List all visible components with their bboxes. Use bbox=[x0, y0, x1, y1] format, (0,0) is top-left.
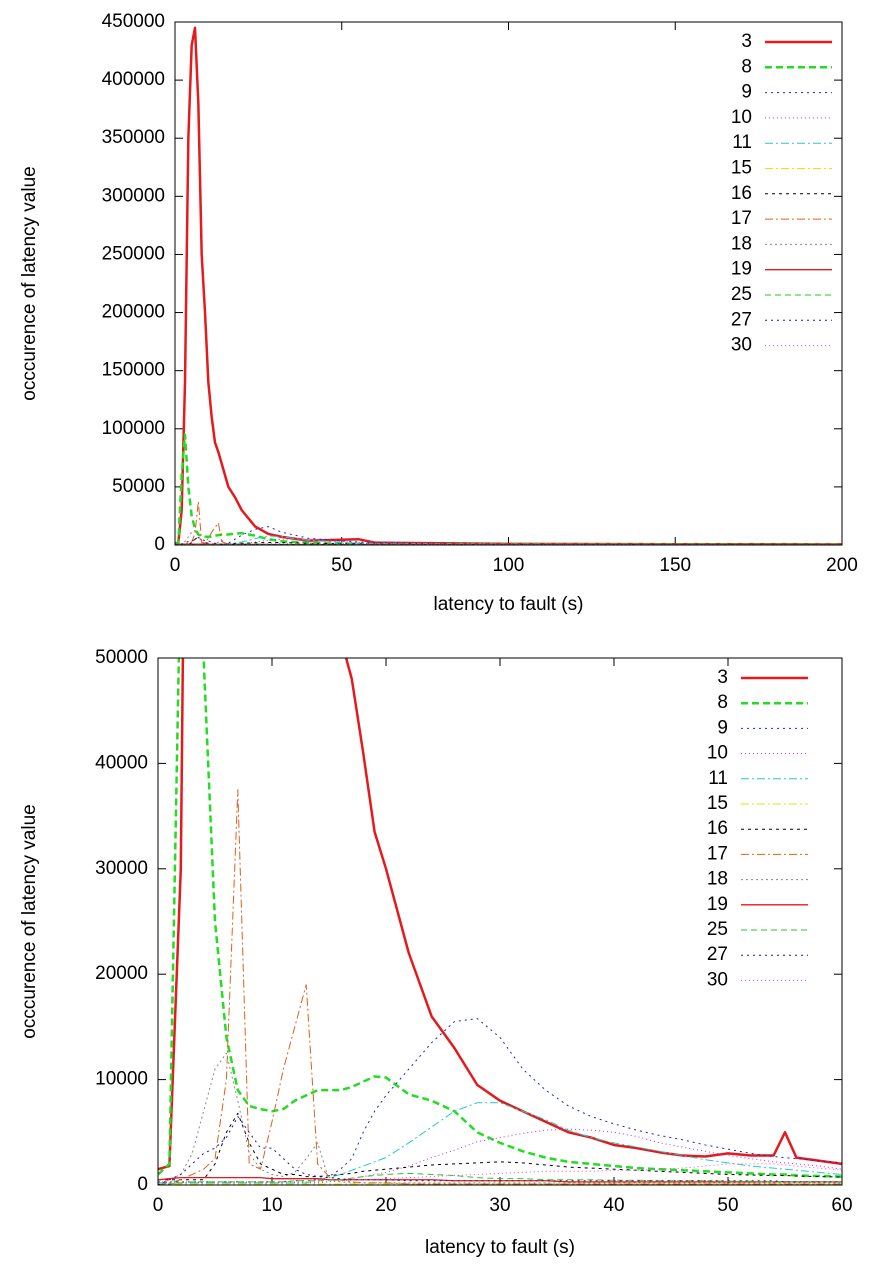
series-line bbox=[175, 26, 842, 545]
legend-label: 17 bbox=[707, 843, 728, 864]
series-line bbox=[158, 1172, 842, 1185]
legend-label: 19 bbox=[731, 259, 752, 280]
legend-label: 9 bbox=[741, 82, 752, 103]
legend-label: 16 bbox=[707, 818, 728, 839]
x-tick-label: 150 bbox=[659, 555, 691, 576]
series-line bbox=[175, 433, 842, 545]
legend-label: 10 bbox=[707, 743, 728, 764]
legend-label: 3 bbox=[717, 667, 728, 688]
x-tick-label: 0 bbox=[153, 1195, 164, 1216]
legend-label: 10 bbox=[731, 107, 752, 128]
legend-label: 9 bbox=[717, 717, 728, 738]
y-tick-label: 40000 bbox=[95, 752, 148, 773]
legend-label: 15 bbox=[731, 158, 752, 179]
y-tick-label: 250000 bbox=[102, 243, 165, 264]
series-line bbox=[175, 538, 842, 545]
chart: 0500001000001500002000002500003000003500… bbox=[19, 11, 858, 615]
legend-label: 11 bbox=[708, 768, 728, 789]
y-tick-label: 0 bbox=[154, 534, 165, 555]
y-tick-label: 50000 bbox=[95, 647, 148, 668]
y-tick-label: 300000 bbox=[102, 185, 165, 206]
series-line bbox=[158, 1112, 842, 1181]
plot-lines bbox=[158, 658, 842, 1185]
y-tick-label: 200000 bbox=[102, 302, 165, 323]
series-line bbox=[158, 1128, 842, 1184]
legend-label: 8 bbox=[741, 56, 752, 77]
plot-frame bbox=[157, 657, 843, 1186]
x-tick-label: 30 bbox=[489, 1195, 510, 1216]
chart: 0 10000 20000 30000 40000 50000 0 10 20 30 40 50 60 l… bbox=[19, 647, 853, 1258]
x-tick-label: 40 bbox=[603, 1195, 624, 1216]
x-tick-label: 50 bbox=[717, 1195, 738, 1216]
plot-frame bbox=[174, 21, 843, 546]
series-line bbox=[158, 1102, 842, 1184]
y-axis-label: occcurence of latency value bbox=[19, 804, 40, 1038]
series-line bbox=[158, 1052, 842, 1185]
y-tick-label: 150000 bbox=[102, 360, 165, 381]
legend-label: 3 bbox=[741, 31, 752, 52]
x-axis-label: latency to fault (s) bbox=[425, 1237, 575, 1258]
legend-label: 25 bbox=[731, 284, 752, 305]
x-tick-label: 60 bbox=[831, 1195, 852, 1216]
y-tick-label: 350000 bbox=[102, 127, 165, 148]
legend-label: 30 bbox=[731, 335, 752, 356]
x-tick-label: 100 bbox=[493, 555, 525, 576]
legend-label: 30 bbox=[707, 969, 728, 990]
x-tick-label: 10 bbox=[261, 1195, 282, 1216]
legend-label: 15 bbox=[707, 793, 728, 814]
legend-label: 11 bbox=[732, 132, 752, 153]
legend-label: 16 bbox=[731, 183, 752, 204]
y-tick-label: 20000 bbox=[95, 963, 148, 984]
y-tick-label: 30000 bbox=[95, 858, 148, 879]
legend-label: 18 bbox=[707, 869, 728, 890]
y-axis-label: occcurence of latency value bbox=[19, 166, 40, 400]
legend-label: 25 bbox=[707, 919, 728, 940]
legend-label: 19 bbox=[707, 894, 728, 915]
legend-label: 17 bbox=[731, 208, 752, 229]
legend-label: 18 bbox=[731, 233, 752, 254]
x-tick-label: 200 bbox=[826, 555, 858, 576]
y-tick-label: 50000 bbox=[112, 476, 165, 497]
y-tick-label: 0 bbox=[137, 1174, 148, 1195]
series-line bbox=[158, 789, 842, 1185]
legend-label: 27 bbox=[731, 309, 752, 330]
series-line bbox=[158, 1176, 842, 1183]
legend-label: 27 bbox=[707, 944, 728, 965]
y-tick-label: 450000 bbox=[102, 11, 165, 32]
y-tick-label: 100000 bbox=[102, 418, 165, 439]
series-line bbox=[158, 658, 842, 1171]
x-tick-label: 0 bbox=[170, 555, 181, 576]
y-tick-label: 10000 bbox=[95, 1069, 148, 1090]
series-line bbox=[158, 658, 842, 1178]
x-tick-label: 50 bbox=[331, 555, 352, 576]
y-tick-label: 400000 bbox=[102, 69, 165, 90]
x-tick-label: 20 bbox=[375, 1195, 396, 1216]
x-axis-label: latency to fault (s) bbox=[434, 594, 584, 615]
legend-label: 8 bbox=[717, 692, 728, 713]
